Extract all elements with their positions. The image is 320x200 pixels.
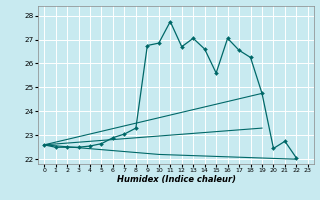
X-axis label: Humidex (Indice chaleur): Humidex (Indice chaleur)	[116, 175, 236, 184]
